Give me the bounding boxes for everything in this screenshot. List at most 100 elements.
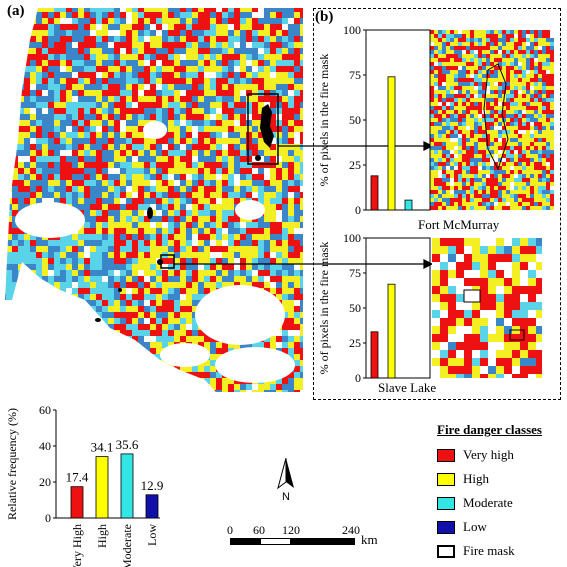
inset-cell (430, 118, 434, 122)
raster-cell (216, 192, 222, 198)
raster-cell (180, 216, 186, 222)
raster-cell (90, 102, 96, 108)
raster-cell (288, 192, 294, 198)
raster-cell (102, 60, 108, 66)
raster-cell (12, 288, 18, 294)
raster-cell (240, 102, 246, 108)
raster-cell (12, 318, 18, 324)
raster-cell (168, 90, 174, 96)
raster-cell (132, 108, 138, 114)
raster-cell (54, 12, 60, 18)
raster-cell (186, 108, 192, 114)
raster-cell (48, 330, 54, 336)
inset-cell (466, 134, 470, 138)
raster-cell (30, 72, 36, 78)
inset-cell (458, 30, 462, 34)
raster-cell (102, 132, 108, 138)
raster-cell (168, 300, 174, 306)
raster-cell (210, 198, 216, 204)
raster-cell (150, 330, 156, 336)
raster-cell (234, 222, 240, 228)
raster-cell (6, 66, 12, 72)
inset-cell (542, 178, 546, 182)
raster-cell (162, 372, 168, 378)
inset-cell (510, 206, 514, 210)
raster-cell (216, 150, 222, 156)
raster-cell (156, 30, 162, 36)
raster-cell (138, 144, 144, 150)
inset-cell (498, 62, 502, 66)
raster-cell (294, 252, 300, 258)
raster-cell (114, 108, 120, 114)
raster-cell (228, 270, 234, 276)
inset-cell (434, 126, 438, 130)
raster-cell (270, 72, 276, 78)
inset-cell (486, 34, 490, 38)
raster-cell (168, 204, 174, 210)
raster-cell (12, 336, 18, 342)
raster-cell (162, 318, 168, 324)
raster-cell (126, 384, 132, 390)
raster-cell (282, 342, 288, 348)
inset-cell (434, 54, 438, 58)
raster-cell (306, 174, 312, 180)
raster-cell (90, 348, 96, 354)
raster-cell (294, 90, 300, 96)
raster-cell (54, 84, 60, 90)
inset-cell (486, 130, 490, 134)
inset-cell (550, 162, 554, 166)
raster-cell (228, 390, 234, 392)
inset-cell (546, 46, 550, 50)
raster-cell (102, 84, 108, 90)
raster-cell (5, 306, 6, 312)
raster-cell (150, 282, 156, 288)
inset-cell (538, 126, 542, 130)
raster-cell (108, 372, 114, 378)
raster-cell (270, 138, 276, 144)
raster-cell (276, 276, 282, 282)
raster-cell (246, 270, 252, 276)
inset-cell (478, 114, 482, 118)
raster-cell (5, 36, 6, 42)
raster-cell (108, 390, 114, 392)
inset-cell (550, 134, 554, 138)
raster-cell (156, 324, 162, 330)
raster-cell (60, 270, 66, 276)
inset-cell (464, 270, 472, 278)
raster-cell (66, 234, 72, 240)
inset-cell (478, 182, 482, 186)
raster-cell (42, 324, 48, 330)
inset-cell (454, 90, 458, 94)
raster-cell (102, 228, 108, 234)
raster-cell (54, 342, 60, 348)
raster-cell (306, 24, 312, 30)
inset-cell (510, 134, 514, 138)
raster-cell (102, 114, 108, 120)
inset-cell (530, 38, 534, 42)
inset-cell (498, 122, 502, 126)
raster-cell (72, 114, 78, 120)
inset-cell (506, 194, 510, 198)
raster-cell (5, 138, 6, 144)
raster-cell (258, 96, 264, 102)
raster-cell (150, 270, 156, 276)
raster-cell (48, 258, 54, 264)
raster-cell (264, 72, 270, 78)
inset-cell (534, 158, 538, 162)
raster-cell (252, 96, 258, 102)
raster-cell (138, 210, 144, 216)
inset-cell (526, 158, 530, 162)
raster-cell (90, 78, 96, 84)
raster-cell (108, 66, 114, 72)
inset-cell (550, 74, 554, 78)
inset-cell (458, 150, 462, 154)
raster-cell (42, 252, 48, 258)
raster-cell (270, 210, 276, 216)
raster-cell (282, 126, 288, 132)
inset-cell (522, 162, 526, 166)
inset-cell (538, 194, 542, 198)
inset-cell (448, 254, 456, 262)
raster-cell (36, 162, 42, 168)
raster-cell (168, 174, 174, 180)
raster-cell (5, 60, 6, 66)
